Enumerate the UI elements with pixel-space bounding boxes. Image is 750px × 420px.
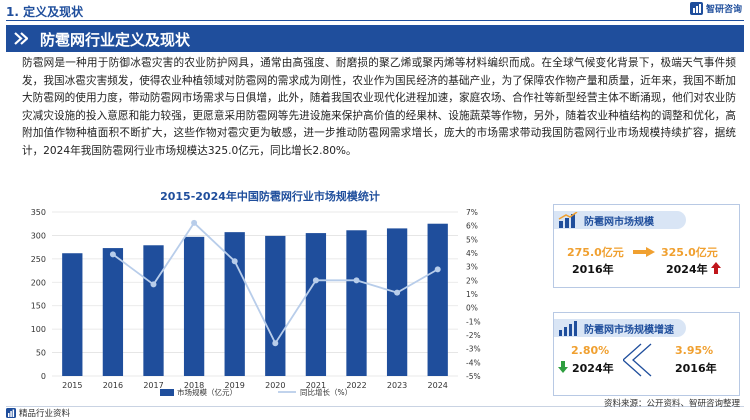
top-header: 1. 定义及现状 智研咨询 xyxy=(0,0,750,24)
market-size-card: 防雹网市场规模 275.0亿元 2016年 325.0亿元 2024年 xyxy=(553,204,740,288)
x-tick: 2024 xyxy=(428,381,448,390)
bar xyxy=(62,253,83,376)
card-left-year: 2016年 xyxy=(572,263,614,276)
growth-point xyxy=(272,340,279,347)
section-title: 1. 定义及现状 xyxy=(6,5,84,19)
growth-point xyxy=(150,281,157,288)
card-header: 防雹网市场规模增速 xyxy=(554,319,686,337)
bar xyxy=(305,233,327,376)
footer-divider xyxy=(6,406,744,407)
y-tick-right: 5% xyxy=(466,235,478,244)
bar-chart-icon xyxy=(558,212,578,228)
source-note: 资料来源：公开资料、智研咨询整理 xyxy=(603,399,740,409)
y-tick-right: -3% xyxy=(466,345,481,354)
x-tick: 2023 xyxy=(387,381,407,390)
legend-label-bar: 市场规模（亿元） xyxy=(177,387,237,397)
y-tick-right: -2% xyxy=(466,331,481,340)
body-paragraph: 防雹网是一种用于防御冰雹灾害的农业防护网具，通常由高强度、耐磨损的聚乙烯或聚丙烯… xyxy=(22,57,736,157)
y-tick-right: -5% xyxy=(466,372,481,381)
bar xyxy=(386,228,408,376)
x-tick: 2021 xyxy=(306,381,326,390)
legend-swatch-bar xyxy=(160,389,174,396)
y-tick-right: 6% xyxy=(466,222,478,231)
y-tick-right: 7% xyxy=(466,208,478,217)
chevron-right-icon xyxy=(14,32,28,45)
card-right-value: 325.0亿元 xyxy=(661,246,718,259)
card-right-value: 3.95% xyxy=(675,344,714,357)
growth-point xyxy=(434,266,441,273)
x-tick: 2019 xyxy=(225,381,245,390)
card-left-year: 2024年 xyxy=(572,362,614,375)
x-tick: 2017 xyxy=(143,381,163,390)
card-title: 防雹网市场规模增速 xyxy=(584,325,674,336)
x-tick: 2016 xyxy=(103,381,123,390)
card-right-year: 2024年 xyxy=(666,263,708,276)
arrow-up-icon xyxy=(711,262,721,274)
title-banner: 防雹网行业定义及现状 xyxy=(6,25,744,52)
growth-point xyxy=(394,289,401,296)
growth-point xyxy=(353,277,360,284)
y-tick-left: 250 xyxy=(31,255,46,264)
legend-label-line: 同比增长（%） xyxy=(300,387,352,397)
bar xyxy=(102,248,124,376)
footer-brand: 精品行业资料 xyxy=(6,407,70,419)
bar xyxy=(224,232,245,376)
y-tick-right: -4% xyxy=(466,358,481,367)
chart-title: 2015-2024年中国防雹网行业市场规模统计 xyxy=(160,190,380,203)
y-tick-right: 0% xyxy=(466,304,478,313)
market-size-chart: 0 50 100 150 200 250 300 350 -5% -4% -3% -2% -1% 0% 1%… xyxy=(31,208,481,397)
growth-rate-card: 防雹网市场规模增速 2.80% 2024年 3.95% 2016年 xyxy=(553,312,740,396)
x-tick: 2022 xyxy=(346,381,366,390)
page-title: 防雹网行业定义及现状 xyxy=(40,31,191,49)
card-title: 防雹网市场规模 xyxy=(584,217,654,228)
x-tick: 2020 xyxy=(265,381,285,390)
y-tick-right: 3% xyxy=(466,263,478,272)
y-tick-left: 0 xyxy=(41,372,46,381)
growth-point xyxy=(191,219,198,226)
bar xyxy=(427,223,448,376)
growth-point xyxy=(109,251,116,258)
y-tick-left: 100 xyxy=(31,325,46,334)
card-left-value: 2.80% xyxy=(571,344,610,357)
y-tick-right: -1% xyxy=(466,317,481,326)
bar xyxy=(265,235,286,376)
y-tick-left: 50 xyxy=(36,349,46,358)
brand-logo: 智研咨询 xyxy=(689,2,742,15)
x-tick: 2015 xyxy=(62,381,82,390)
bar xyxy=(183,236,205,376)
card-left-value: 275.0亿元 xyxy=(567,246,624,259)
brand-name: 智研咨询 xyxy=(705,5,742,15)
y-tick-left: 150 xyxy=(31,302,46,311)
growth-point xyxy=(231,258,238,265)
bar xyxy=(143,245,164,376)
arrow-down-icon xyxy=(558,361,568,373)
bar xyxy=(346,230,367,376)
card-right-year: 2016年 xyxy=(675,362,717,375)
y-tick-left: 300 xyxy=(31,231,46,240)
brand-logo-icon xyxy=(689,2,703,15)
footer-brand-label: 精品行业资料 xyxy=(19,409,71,419)
y-tick-left: 200 xyxy=(31,278,46,287)
brand-logo-icon xyxy=(6,408,16,418)
chevron-left-icon xyxy=(623,343,652,377)
arrow-right-icon xyxy=(633,247,655,257)
growth-chart-icon xyxy=(559,321,577,336)
y-tick-left: 350 xyxy=(31,208,46,217)
header-divider xyxy=(6,20,744,21)
y-tick-right: 1% xyxy=(466,290,478,299)
growth-point xyxy=(312,277,319,284)
x-tick: 2018 xyxy=(184,381,204,390)
y-tick-right: 2% xyxy=(466,276,478,285)
y-tick-right: 4% xyxy=(466,249,478,258)
card-header: 防雹网市场规模 xyxy=(554,211,686,229)
